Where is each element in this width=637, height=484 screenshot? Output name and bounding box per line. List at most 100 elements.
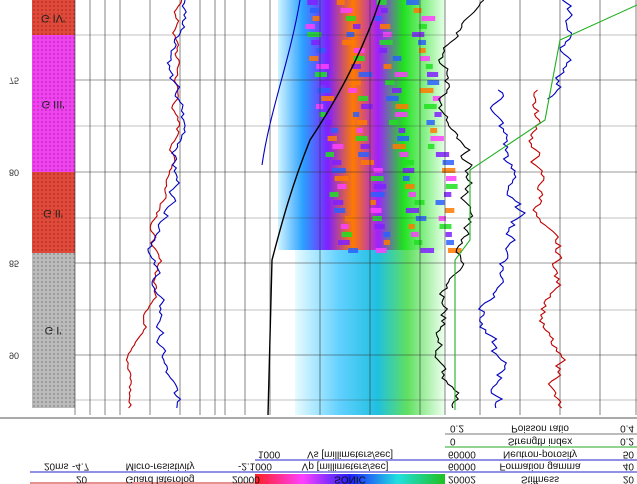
stripe: [317, 88, 331, 93]
header-text: Vp [millimeters/sec]: [302, 460, 389, 471]
stripe: [372, 216, 382, 221]
stripe: [420, 248, 435, 253]
stripe: [413, 8, 422, 13]
header: 0.2 Poisson ratio 0.4 0 Strength index 0…: [0, 415, 637, 484]
color-scale: [255, 474, 445, 484]
stripe: [307, 0, 318, 5]
zone-column: G IV' G III' G II' G I': [32, 0, 75, 408]
stripe: [395, 104, 409, 109]
header-text: 20ms: [44, 460, 68, 471]
stripe: [373, 168, 383, 173]
header-text: -4.7: [72, 460, 90, 471]
zone-label: G II': [43, 207, 63, 219]
stripe: [327, 136, 337, 141]
stripe: [426, 120, 435, 125]
stripe: [331, 160, 342, 165]
stripe: [360, 160, 374, 165]
header-text: Formation gamma: [499, 460, 581, 471]
log-curve: [528, 89, 567, 409]
stripe: [331, 128, 339, 133]
stripe: [344, 216, 353, 221]
depth-label: 85: [9, 259, 19, 269]
stripe: [348, 248, 359, 253]
depth-label: 80: [9, 168, 19, 178]
stripe: [355, 136, 368, 141]
log-curve: [125, 0, 183, 409]
stripe: [408, 224, 415, 229]
log-curve: [454, 4, 637, 410]
stripe: [410, 232, 419, 237]
stripe: [373, 184, 387, 189]
stripe: [311, 40, 321, 45]
header-text: Poisson ratio: [511, 422, 569, 433]
stripe: [348, 88, 358, 93]
stripe: [405, 184, 415, 189]
stripe: [403, 160, 414, 165]
stripe: [305, 24, 315, 29]
stripe: [370, 192, 385, 197]
stripe: [369, 208, 382, 213]
stripe: [345, 16, 356, 21]
stripe: [445, 208, 455, 213]
header-text: 0.4: [620, 422, 634, 433]
stripe: [375, 248, 387, 253]
stripe: [336, 0, 345, 5]
header-text: Vs [millimeters/sec]: [307, 448, 393, 459]
header-text: 20000: [232, 473, 260, 484]
stripe: [316, 48, 326, 53]
stripe: [388, 120, 398, 125]
stripe: [329, 192, 339, 197]
stripe: [379, 40, 393, 45]
stripe: [435, 152, 450, 157]
stripe: [430, 136, 444, 141]
stripe: [445, 232, 452, 237]
header-text: Stiffness: [521, 473, 559, 484]
stripe: [418, 40, 426, 45]
header-text: Micro-resistivity: [126, 460, 195, 471]
stripe: [353, 48, 365, 53]
stripe: [394, 112, 408, 117]
header-text: 60000: [448, 460, 476, 471]
stripe: [434, 112, 442, 117]
stripe: [408, 192, 416, 197]
grid: [74, 0, 637, 415]
stripe: [415, 216, 427, 221]
stripe: [320, 80, 327, 85]
zone-band: [32, 0, 75, 35]
header-text: -2.1000: [238, 460, 272, 471]
log-curve: [434, 0, 485, 409]
stripe: [309, 56, 319, 61]
stripe: [319, 112, 326, 117]
stripe: [381, 8, 388, 13]
stripe: [352, 24, 361, 29]
log-curve: [547, 0, 573, 100]
zone-label: G I': [45, 324, 62, 336]
sonic-stripes: [305, 0, 462, 253]
stripe: [419, 88, 434, 93]
header-text: 0: [450, 435, 456, 446]
log-curve: [261, 0, 301, 166]
header-text: 50: [623, 448, 635, 459]
zone-label: G III': [42, 98, 65, 110]
zone-band: [32, 253, 75, 408]
stripe: [438, 216, 446, 221]
stripe: [398, 128, 406, 133]
stripe: [351, 80, 361, 85]
stripe: [334, 176, 349, 181]
stripe: [356, 128, 363, 133]
stripe: [383, 32, 392, 37]
depth-label: 75: [9, 76, 19, 86]
stripe: [427, 72, 439, 77]
stripe: [325, 120, 332, 125]
stripe: [392, 56, 402, 61]
stripe: [383, 64, 392, 69]
depth-labels: 75 80 85 90: [9, 76, 19, 361]
header-text: 20002: [448, 473, 476, 484]
stripe: [340, 8, 353, 13]
header-text: SONIC: [334, 473, 366, 484]
stripe: [379, 24, 391, 29]
header-text: 60000: [448, 448, 476, 459]
stripe: [358, 152, 370, 157]
stripe: [446, 240, 455, 245]
